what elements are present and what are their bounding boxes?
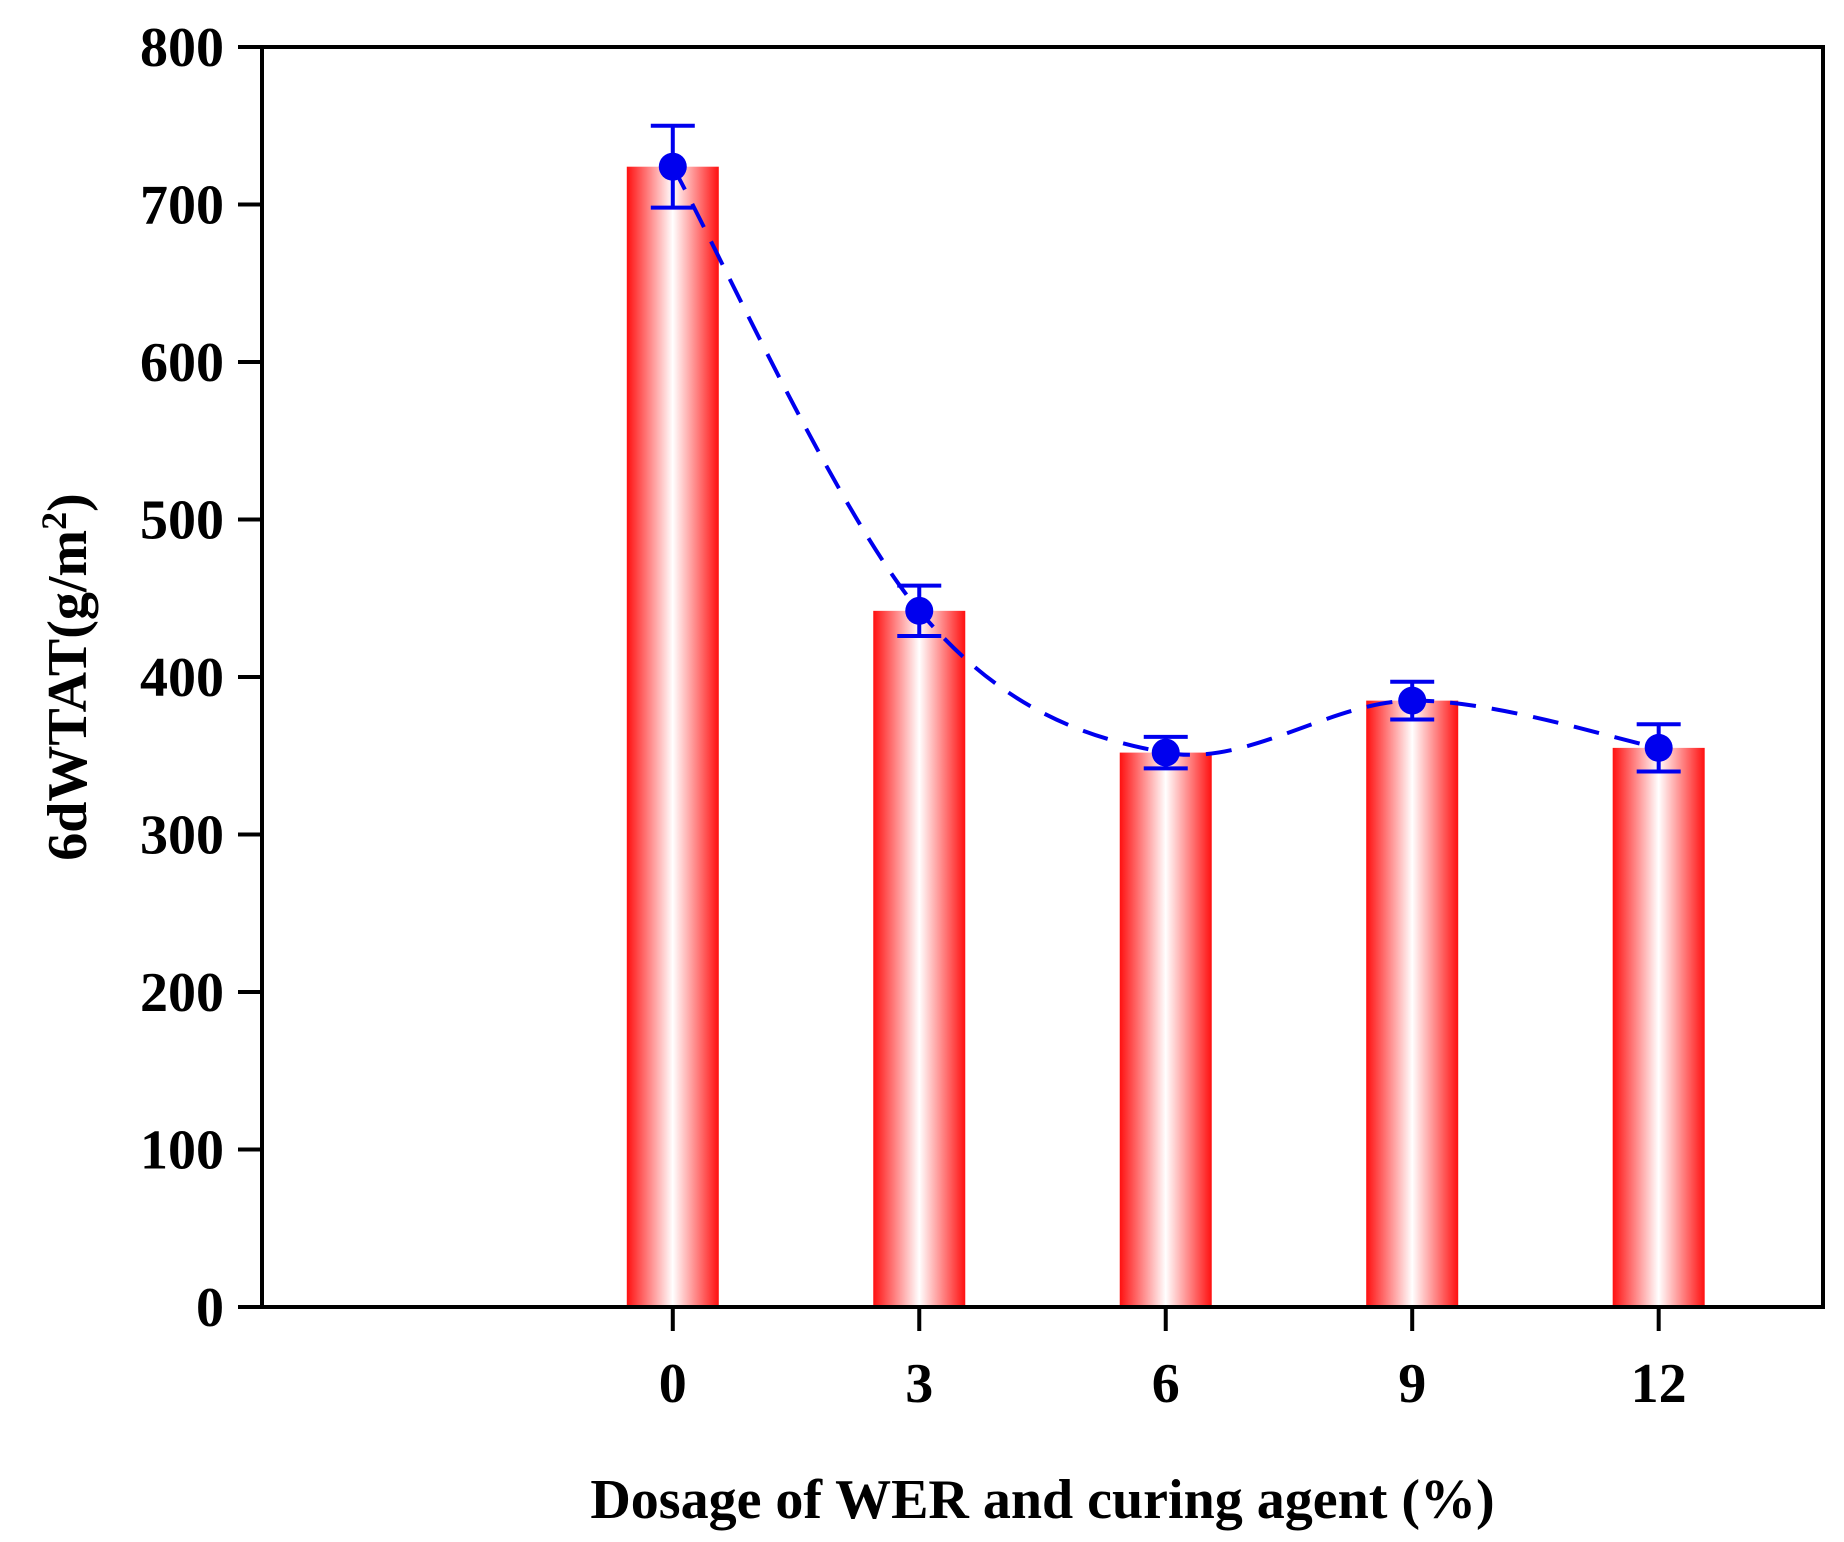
bar-0	[626, 166, 719, 1308]
x-axis: 0 3 6 9 12	[659, 1307, 1687, 1415]
bar-9	[1366, 700, 1459, 1307]
y-tick-label: 700	[140, 175, 224, 237]
point-0	[658, 152, 687, 181]
y-tick-label: 500	[140, 490, 224, 552]
x-tick-label: 6	[1152, 1353, 1180, 1415]
bars-layer	[626, 166, 1705, 1308]
y-tick-label: 800	[140, 17, 224, 79]
bar-12	[1612, 747, 1705, 1307]
y-tick-label: 0	[196, 1277, 224, 1339]
bar-6	[1119, 752, 1212, 1307]
x-tick-label: 12	[1631, 1353, 1687, 1415]
point-6	[1151, 738, 1180, 767]
y-tick-label: 600	[140, 332, 224, 394]
y-axis-title-superscript: 2	[34, 512, 74, 530]
line-layer	[671, 165, 1660, 757]
y-tick-label: 200	[140, 962, 224, 1024]
y-tick-label: 400	[140, 647, 224, 709]
trend-line	[671, 165, 1660, 757]
x-axis-title: Dosage of WER and curing agent (%)	[590, 1469, 1494, 1531]
y-axis-title-main: 6dWTAT(g/m	[37, 530, 99, 861]
y-axis-title: 6dWTAT(g/m2)	[34, 493, 99, 861]
x-tick-label: 0	[659, 1353, 687, 1415]
y-axis-title-close: )	[37, 493, 99, 512]
y-tick-label: 300	[140, 805, 224, 867]
point-9	[1398, 686, 1427, 715]
bar-3	[873, 610, 966, 1307]
points-layer	[658, 152, 1673, 767]
point-12	[1644, 733, 1673, 762]
x-tick-label: 9	[1398, 1353, 1426, 1415]
point-3	[905, 596, 934, 625]
error-bars-layer	[650, 123, 1681, 774]
plot-frame	[260, 45, 1825, 1309]
x-tick-label: 3	[905, 1353, 933, 1415]
y-axis: 0 100 200 300 400 500 600 700 800	[140, 17, 262, 1339]
y-tick-label: 100	[140, 1120, 224, 1182]
